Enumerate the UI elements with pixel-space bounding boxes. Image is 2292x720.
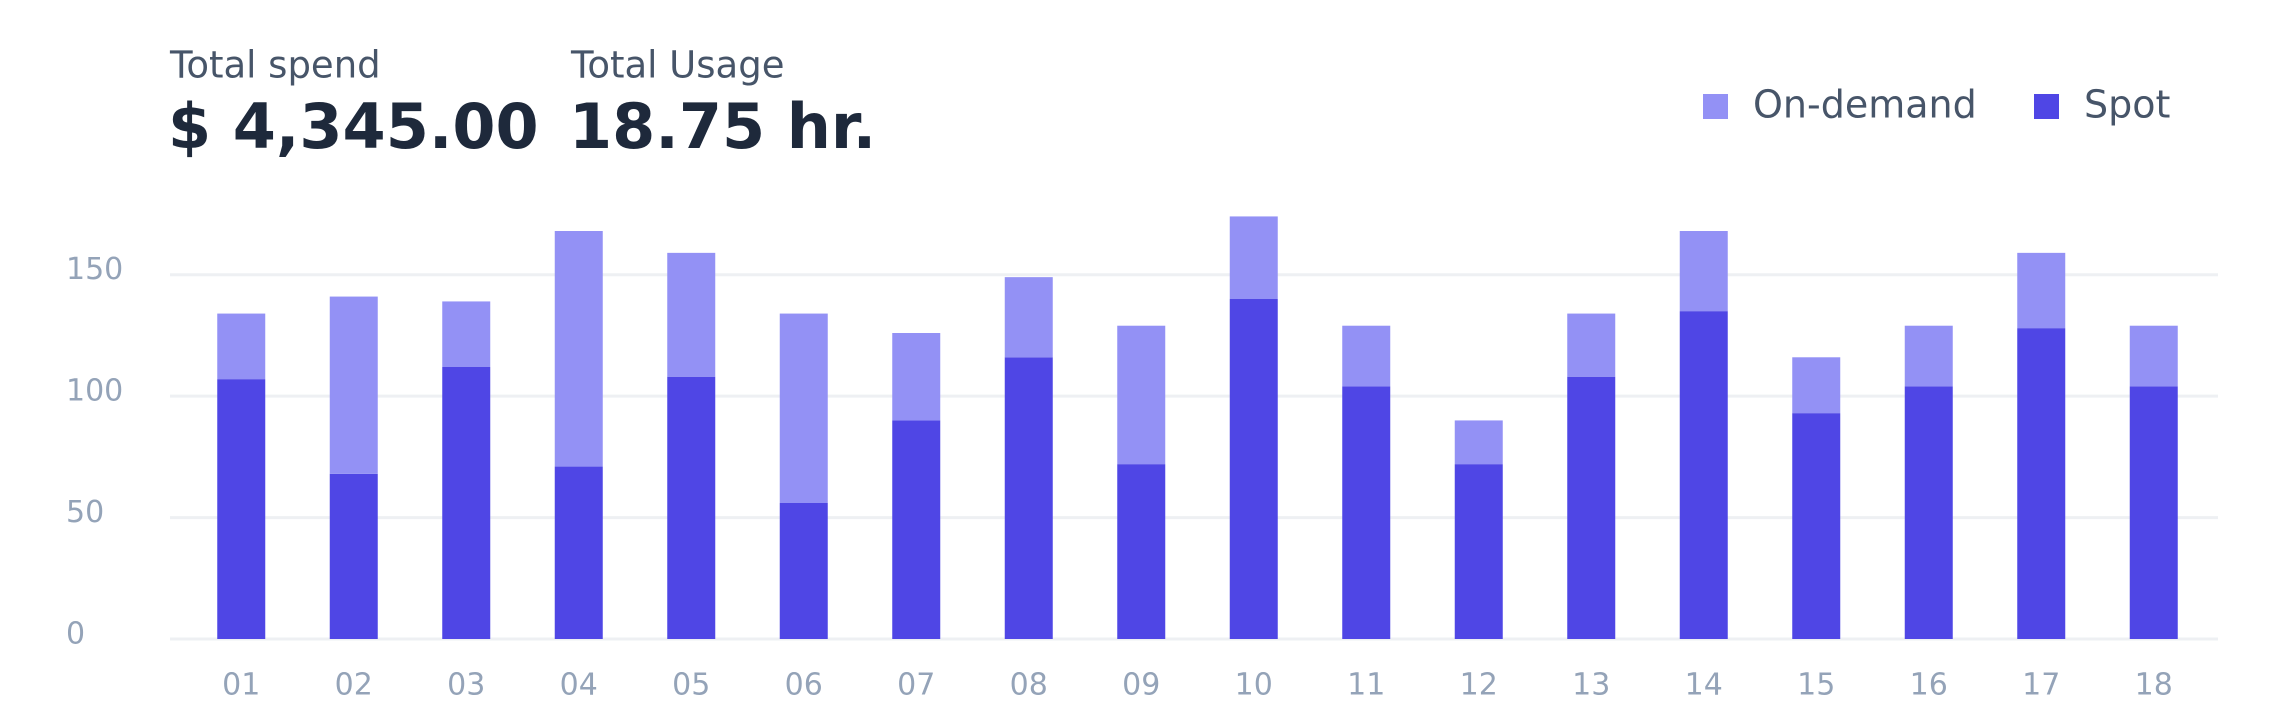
stat-label: Total Usage xyxy=(570,44,784,87)
x-tick-label: 01 xyxy=(222,668,260,703)
bar-segment xyxy=(779,313,828,503)
bar-segment xyxy=(1342,386,1391,639)
bar-segment xyxy=(2129,325,2178,387)
bar-segment xyxy=(1454,420,1503,465)
y-tick-label: 150 xyxy=(66,252,123,287)
x-tick-label: 09 xyxy=(1122,668,1160,703)
bar-segment xyxy=(2017,328,2066,639)
bar-segment xyxy=(329,296,378,474)
bar-segment xyxy=(1679,231,1728,312)
x-tick-label: 04 xyxy=(560,668,598,703)
bar-segment xyxy=(1904,325,1953,387)
x-tick-label: 12 xyxy=(1460,668,1498,703)
bar-segment xyxy=(779,503,828,639)
bar-segment xyxy=(1792,357,1841,414)
x-tick-label: 18 xyxy=(2135,668,2173,703)
bar-segment xyxy=(1229,216,1278,299)
x-tick-label: 02 xyxy=(335,668,373,703)
x-tick-label: 14 xyxy=(1685,668,1723,703)
bar-segment xyxy=(1454,464,1503,639)
bar-segment xyxy=(1792,413,1841,639)
bar-segment xyxy=(442,367,491,639)
stat-label: Total spend xyxy=(169,44,381,87)
bar-segment xyxy=(1004,277,1053,358)
bar-segment xyxy=(1004,357,1053,639)
stat-value: $ 4,345.00 xyxy=(168,90,539,163)
bar-segment xyxy=(667,376,716,639)
x-tick-label: 05 xyxy=(672,668,710,703)
bar-segment xyxy=(892,333,941,421)
bar-segment xyxy=(329,473,378,639)
y-tick-label: 0 xyxy=(66,617,85,652)
bar-segment xyxy=(892,420,941,639)
legend-swatch xyxy=(2034,94,2059,119)
x-tick-label: 08 xyxy=(1010,668,1048,703)
x-tick-label: 06 xyxy=(785,668,823,703)
bar-segment xyxy=(1342,325,1391,387)
x-tick-label: 07 xyxy=(897,668,935,703)
bar-segment xyxy=(2129,386,2178,639)
x-tick-label: 11 xyxy=(1347,668,1385,703)
bar-segment xyxy=(1117,325,1166,465)
bar-segment xyxy=(554,466,603,639)
bar-segment xyxy=(217,379,266,639)
y-tick-label: 100 xyxy=(66,374,123,409)
bar-segment xyxy=(442,301,491,367)
bar-segment xyxy=(217,313,266,380)
bar-segment xyxy=(554,231,603,467)
x-tick-label: 17 xyxy=(2022,668,2060,703)
bar-segment xyxy=(1117,464,1166,639)
bar-segment xyxy=(667,252,716,377)
legend-label: On-demand xyxy=(1753,83,1977,127)
legend-swatch xyxy=(1703,94,1728,119)
x-tick-label: 13 xyxy=(1572,668,1610,703)
bar-segment xyxy=(1904,386,1953,639)
x-tick-label: 16 xyxy=(1910,668,1948,703)
y-tick-label: 50 xyxy=(66,495,104,530)
legend-label: Spot xyxy=(2084,83,2170,127)
bar-segment xyxy=(1229,299,1278,639)
x-tick-label: 10 xyxy=(1235,668,1273,703)
bar-segment xyxy=(2017,252,2066,329)
bar-segment xyxy=(1679,311,1728,639)
bar-segment xyxy=(1567,313,1616,377)
bar-segment xyxy=(1567,376,1616,639)
x-tick-label: 03 xyxy=(447,668,485,703)
stat-value: 18.75 hr. xyxy=(569,90,876,163)
x-tick-label: 15 xyxy=(1797,668,1835,703)
